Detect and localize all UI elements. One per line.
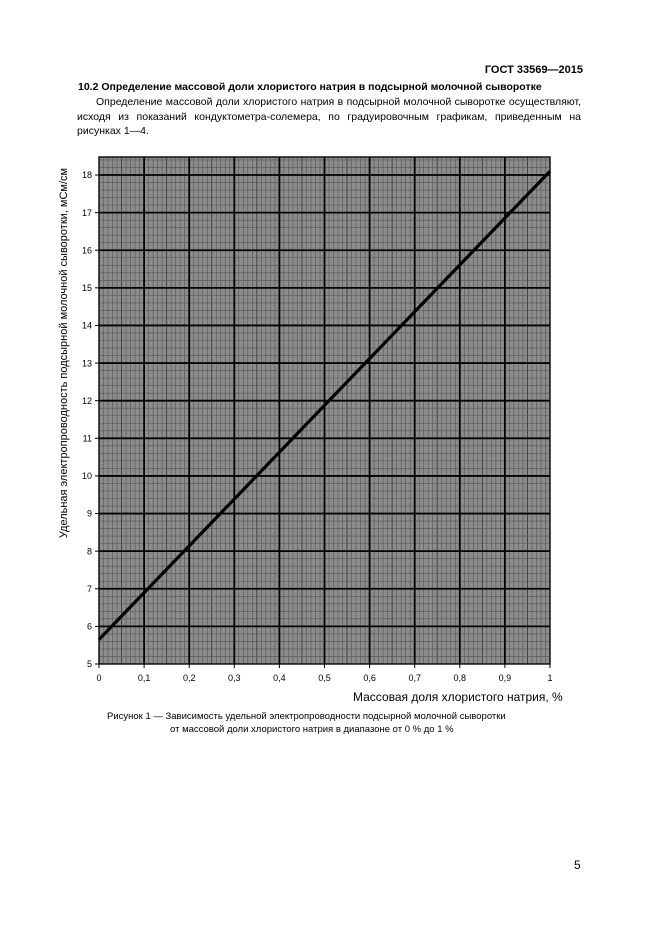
x-tick-label: 0,7 — [408, 673, 421, 683]
y-tick-label: 16 — [82, 245, 92, 255]
y-tick-label: 7 — [87, 584, 92, 594]
y-axis-title: Удельная электропроводность подсырной мо… — [58, 168, 70, 538]
calibration-chart: 0 0,1 0,2 0,3 0,4 0,5 0,6 0,7 0,8 0,9 156789101112… — [58, 156, 553, 683]
x-tick-label: 0,9 — [499, 673, 512, 683]
x-tick-label: 0,2 — [183, 673, 196, 683]
document-code: ГОСТ 33569—2015 — [484, 64, 583, 76]
caption-line-2: от массовой доли хлористого натрия в диа… — [170, 724, 454, 735]
y-tick-label: 11 — [83, 434, 92, 444]
y-tick-label: 6 — [87, 622, 92, 632]
calibration-line — [97, 170, 552, 641]
body-paragraph: Определение массовой доли хлористого нат… — [77, 95, 581, 139]
y-tick-label: 8 — [87, 546, 92, 556]
x-tick-label: 0,5 — [318, 673, 331, 683]
y-tick-label: 12 — [82, 396, 92, 406]
y-tick-label: 10 — [82, 471, 92, 481]
y-tick-label: 13 — [82, 358, 92, 368]
x-axis-title: Массовая доля хлористого натрия, % — [353, 690, 563, 704]
paragraph-text: Определение массовой доли хлористого нат… — [77, 96, 581, 137]
y-tick-label: 9 — [87, 509, 92, 519]
section-heading: 10.2 Определение массовой доли хлористог… — [78, 81, 542, 93]
y-tick-label: 17 — [82, 208, 92, 218]
x-tick-label: 1 — [547, 673, 552, 683]
y-tick-label: 18 — [82, 170, 92, 180]
y-tick-label: 14 — [82, 321, 92, 331]
y-tick-label: 15 — [82, 283, 92, 293]
caption-line-1: Рисунок 1 — Зависимость удельной электро… — [107, 711, 506, 722]
x-tick-label: 0,1 — [138, 673, 151, 683]
y-tick-label: 5 — [87, 659, 92, 669]
x-tick-label: 0 — [96, 673, 101, 683]
x-tick-label: 0,8 — [454, 673, 467, 683]
x-tick-label: 0,6 — [363, 673, 376, 683]
x-tick-label: 0,3 — [228, 673, 241, 683]
page-number: 5 — [574, 858, 581, 872]
figure-caption: Рисунок 1 — Зависимость удельной электро… — [107, 710, 506, 736]
x-tick-label: 0,4 — [273, 673, 286, 683]
